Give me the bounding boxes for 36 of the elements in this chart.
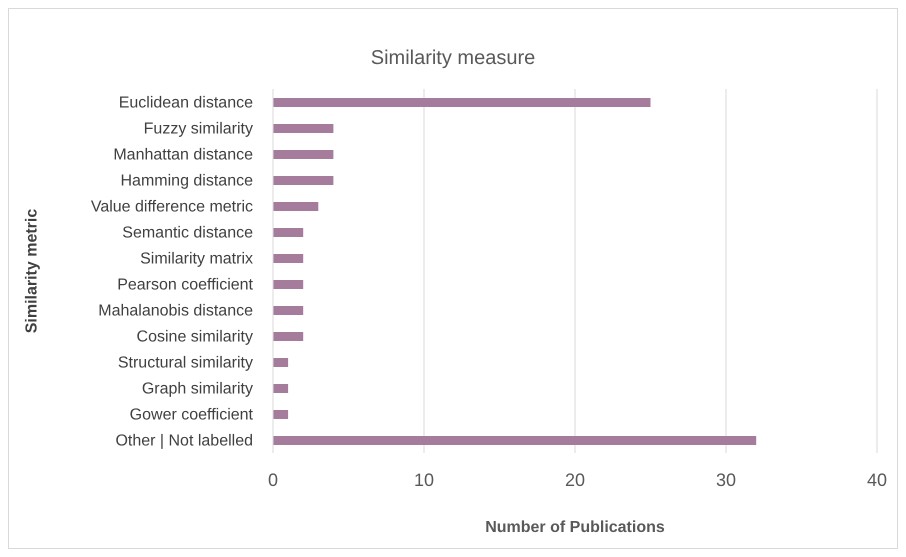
bar	[273, 150, 334, 159]
y-tick-label: Cosine similarity	[136, 328, 253, 346]
y-tick-label: Fuzzy similarity	[144, 120, 253, 138]
y-tick-label: Pearson coefficient	[117, 276, 254, 294]
bar	[273, 202, 318, 211]
y-axis-title: Similarity metric	[24, 208, 41, 334]
y-tick-label: Mahalanobis distance	[98, 302, 254, 320]
bar	[273, 228, 304, 237]
bar	[273, 280, 304, 289]
y-tick-label: Gower coefficient	[130, 406, 254, 424]
x-tick-label: 10	[414, 470, 434, 490]
bar	[273, 124, 334, 133]
bar	[273, 98, 650, 107]
y-tick-label: Graph similarity	[142, 380, 253, 398]
y-tick-label: Semantic distance	[122, 224, 254, 242]
bar	[273, 358, 288, 367]
y-tick-label: Similarity matrix	[140, 250, 253, 268]
y-tick-label: Euclidean distance	[118, 94, 254, 112]
y-tick-label: Manhattan distance	[113, 146, 254, 164]
bar	[273, 410, 288, 419]
x-tick-label: 20	[564, 470, 586, 490]
x-tick-label: 0	[268, 470, 278, 490]
x-axis-title: Number of Publications	[485, 519, 665, 536]
bar	[273, 384, 288, 393]
bar	[273, 332, 304, 341]
chart-title: Similarity measure	[370, 47, 536, 70]
bar	[273, 306, 304, 315]
x-tick-label: 30	[716, 470, 736, 490]
y-tick-label: Structural similarity	[118, 354, 253, 372]
y-tick-label: Other | Not labelled	[115, 432, 253, 450]
y-tick-label: Value difference metric	[90, 198, 253, 216]
bar	[273, 254, 304, 263]
x-tick-label: 40	[866, 470, 888, 490]
bar	[273, 176, 334, 185]
y-tick-label: Hamming distance	[120, 172, 254, 190]
bar	[273, 436, 756, 445]
